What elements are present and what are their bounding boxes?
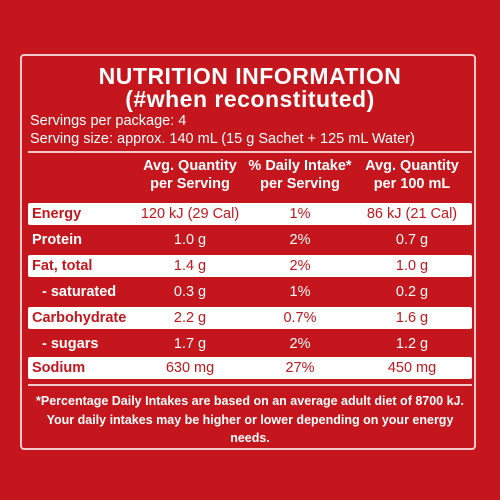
column-header-avg-per-100ml: Avg. Quantity per 100 mL bbox=[352, 157, 472, 193]
value-daily-intake: 2% bbox=[289, 258, 311, 274]
row-label: Carbohydrate bbox=[32, 310, 127, 326]
value-per-100ml: 1.2 g bbox=[395, 336, 429, 352]
value-daily-intake: 27% bbox=[285, 360, 315, 376]
table-row-energy: Energy 120 kJ (29 Cal) 1% 86 kJ (21 Cal) bbox=[28, 203, 472, 225]
value-per-serving: 630 mg bbox=[165, 360, 215, 376]
value-per-100ml: 0.2 g bbox=[395, 284, 429, 300]
footnote-line-1: *Percentage Daily Intakes are based on a… bbox=[36, 394, 464, 408]
value-daily-intake: 0.7% bbox=[283, 310, 317, 326]
column-header-line: per Serving bbox=[260, 176, 340, 192]
table-row-protein: Protein 1.0 g 2% 0.7 g bbox=[28, 229, 472, 251]
page-title: NUTRITION INFORMATION bbox=[98, 63, 402, 89]
value-per-100ml: 450 mg bbox=[387, 360, 437, 376]
value-daily-intake: 2% bbox=[289, 336, 311, 352]
value-per-serving: 120 kJ (29 Cal) bbox=[140, 206, 240, 222]
row-label: Sodium bbox=[32, 360, 86, 376]
value-per-serving: 0.3 g bbox=[173, 284, 207, 300]
value-per-serving: 1.4 g bbox=[173, 258, 207, 274]
servings-per-package: Servings per package: 4 bbox=[30, 113, 187, 129]
value-daily-intake: 2% bbox=[289, 232, 311, 248]
row-label: Protein bbox=[32, 232, 82, 248]
column-header-line: % Daily Intake* bbox=[248, 158, 352, 174]
column-header-daily-intake: % Daily Intake* per Serving bbox=[240, 157, 360, 193]
table-row-saturated: - saturated 0.3 g 1% 0.2 g bbox=[28, 281, 472, 303]
table-row-carbohydrate: Carbohydrate 2.2 g 0.7% 1.6 g bbox=[28, 307, 472, 329]
value-per-serving: 1.0 g bbox=[173, 232, 207, 248]
nutrition-panel bbox=[20, 54, 476, 450]
row-label: Energy bbox=[32, 206, 82, 222]
value-per-serving: 2.2 g bbox=[173, 310, 207, 326]
table-row-sugars: - sugars 1.7 g 2% 1.2 g bbox=[28, 333, 472, 355]
column-header-line: Avg. Quantity bbox=[365, 158, 459, 174]
value-daily-intake: 1% bbox=[289, 206, 311, 222]
table-row-fat-total: Fat, total 1.4 g 2% 1.0 g bbox=[28, 255, 472, 277]
value-daily-intake: 1% bbox=[289, 284, 311, 300]
value-per-100ml: 0.7 g bbox=[395, 232, 429, 248]
value-per-serving: 1.7 g bbox=[173, 336, 207, 352]
value-per-100ml: 86 kJ (21 Cal) bbox=[366, 206, 458, 222]
divider-bottom bbox=[28, 384, 472, 386]
column-header-line: per Serving bbox=[150, 176, 230, 192]
row-label: - saturated bbox=[42, 284, 117, 300]
page-subtitle: (#when reconstituted) bbox=[125, 86, 375, 112]
row-label: Fat, total bbox=[32, 258, 93, 274]
serving-size: Serving size: approx. 140 mL (15 g Sache… bbox=[30, 131, 415, 147]
column-header-line: Avg. Quantity bbox=[143, 158, 237, 174]
value-per-100ml: 1.6 g bbox=[395, 310, 429, 326]
value-per-100ml: 1.0 g bbox=[395, 258, 429, 274]
footnote-line-2: Your daily intakes may be higher or lowe… bbox=[46, 413, 454, 445]
column-header-avg-per-serving: Avg. Quantity per Serving bbox=[130, 157, 250, 193]
table-row-sodium: Sodium 630 mg 27% 450 mg bbox=[28, 357, 472, 379]
row-label: - sugars bbox=[42, 336, 99, 352]
divider-top bbox=[28, 151, 472, 153]
column-header-line: per 100 mL bbox=[373, 176, 451, 192]
